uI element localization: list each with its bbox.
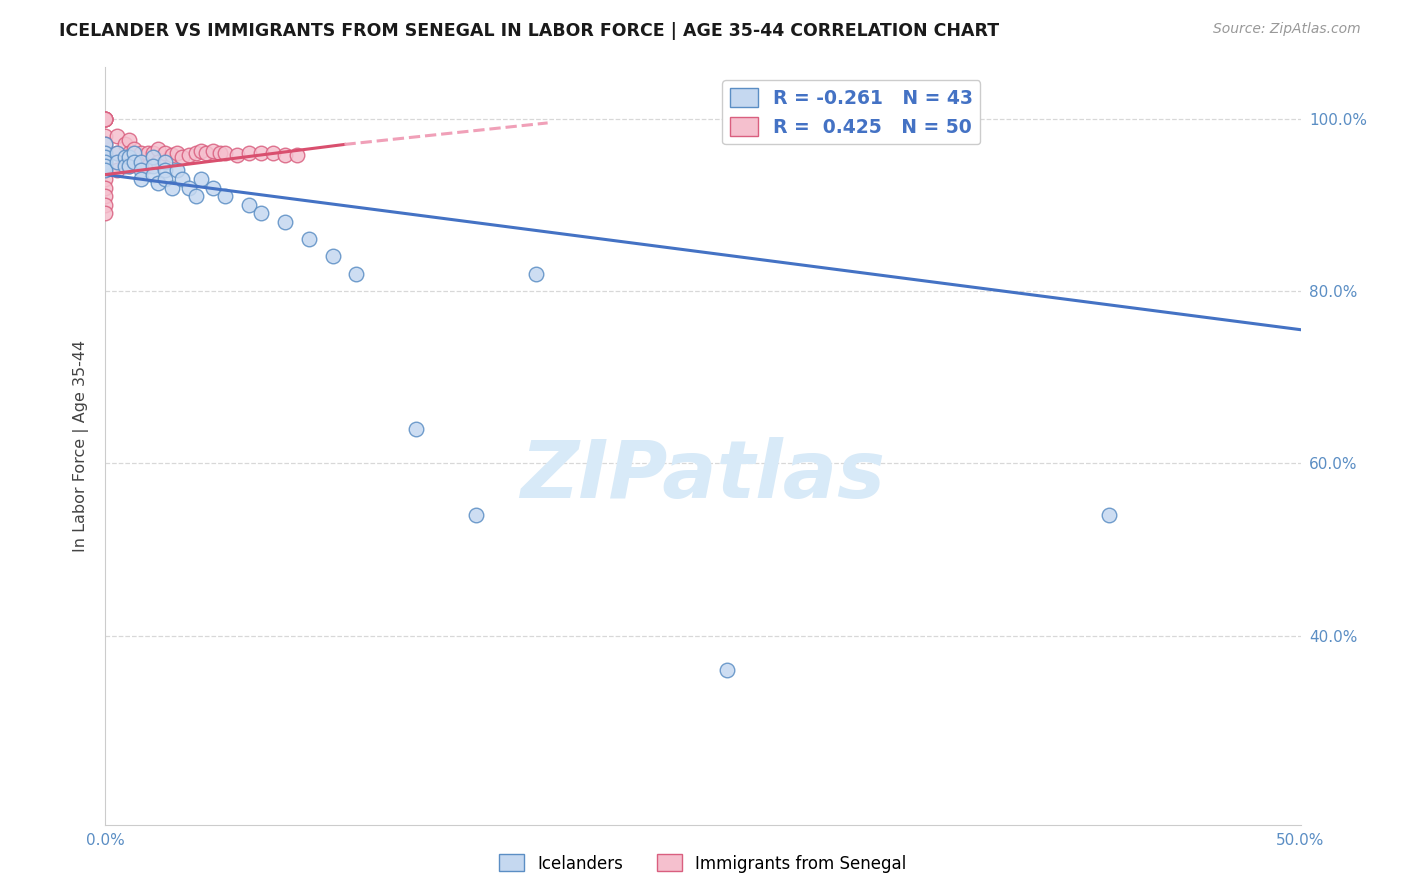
Point [129, 163, 153, 178]
Point [190, 172, 212, 186]
Point [153, 146, 177, 161]
Point [285, 148, 308, 162]
Legend: Icelanders, Immigrants from Senegal: Icelanders, Immigrants from Senegal [492, 847, 914, 880]
Point [138, 146, 160, 161]
Point [94, 198, 117, 212]
Point [129, 154, 153, 169]
Point [107, 128, 129, 143]
Point [166, 146, 188, 161]
Point [273, 215, 295, 229]
Point [321, 250, 344, 264]
Point [122, 146, 145, 161]
Point [94, 189, 117, 203]
Point [153, 163, 177, 178]
Text: ZIPatlas: ZIPatlas [520, 437, 886, 516]
Point [214, 146, 236, 161]
Point [250, 146, 273, 161]
Point [146, 176, 169, 190]
Point [94, 112, 117, 126]
Point [209, 146, 232, 161]
Point [186, 189, 208, 203]
Point [94, 172, 117, 186]
Point [94, 137, 117, 152]
Point [94, 112, 117, 126]
Point [94, 163, 117, 178]
Point [118, 150, 141, 164]
Text: ICELANDER VS IMMIGRANTS FROM SENEGAL IN LABOR FORCE | AGE 35-44 CORRELATION CHAR: ICELANDER VS IMMIGRANTS FROM SENEGAL IN … [59, 22, 1000, 40]
Point [122, 154, 145, 169]
Point [94, 150, 117, 164]
Y-axis label: In Labor Force | Age 35-44: In Labor Force | Age 35-44 [73, 340, 90, 552]
Point [142, 168, 165, 182]
Point [186, 146, 208, 161]
Point [94, 154, 117, 169]
Point [94, 128, 117, 143]
Point [162, 148, 184, 162]
Point [146, 154, 169, 169]
Point [177, 148, 201, 162]
Point [94, 159, 117, 173]
Point [114, 150, 136, 164]
Point [405, 422, 427, 436]
Point [250, 206, 273, 220]
Point [94, 206, 117, 220]
Point [238, 198, 260, 212]
Point [225, 148, 249, 162]
Point [166, 163, 188, 178]
Point [298, 232, 321, 246]
Point [107, 146, 129, 161]
Point [194, 146, 217, 161]
Point [202, 145, 225, 159]
Point [1098, 508, 1121, 522]
Point [129, 159, 153, 173]
Point [114, 159, 136, 173]
Legend: R = -0.261   N = 43, R =  0.425   N = 50: R = -0.261 N = 43, R = 0.425 N = 50 [723, 80, 980, 145]
Point [118, 133, 141, 147]
Point [94, 146, 117, 161]
Point [94, 112, 117, 126]
Point [94, 154, 117, 169]
Point [122, 154, 145, 169]
Point [118, 159, 141, 173]
Point [129, 146, 153, 161]
Point [170, 172, 193, 186]
Point [162, 180, 184, 194]
Point [464, 508, 488, 522]
Point [138, 159, 160, 173]
Point [118, 159, 141, 173]
Point [114, 154, 136, 169]
Point [153, 172, 177, 186]
Point [142, 159, 165, 173]
Point [129, 172, 153, 186]
Point [94, 180, 117, 194]
Point [142, 146, 165, 161]
Point [153, 154, 177, 169]
Point [94, 146, 117, 161]
Point [94, 159, 117, 173]
Point [94, 112, 117, 126]
Point [170, 150, 193, 164]
Point [122, 142, 145, 156]
Point [142, 150, 165, 164]
Point [177, 180, 201, 194]
Point [214, 189, 236, 203]
Point [114, 137, 136, 152]
Point [238, 146, 260, 161]
Point [118, 146, 141, 161]
Text: Source: ZipAtlas.com: Source: ZipAtlas.com [1213, 22, 1361, 37]
Point [202, 180, 225, 194]
Point [524, 267, 547, 281]
Point [107, 163, 129, 178]
Point [94, 163, 117, 178]
Point [107, 146, 129, 161]
Point [716, 663, 738, 677]
Point [346, 267, 368, 281]
Point [273, 148, 295, 162]
Point [262, 146, 284, 161]
Point [190, 145, 212, 159]
Point [94, 137, 117, 152]
Point [107, 154, 129, 169]
Point [146, 142, 169, 156]
Point [94, 112, 117, 126]
